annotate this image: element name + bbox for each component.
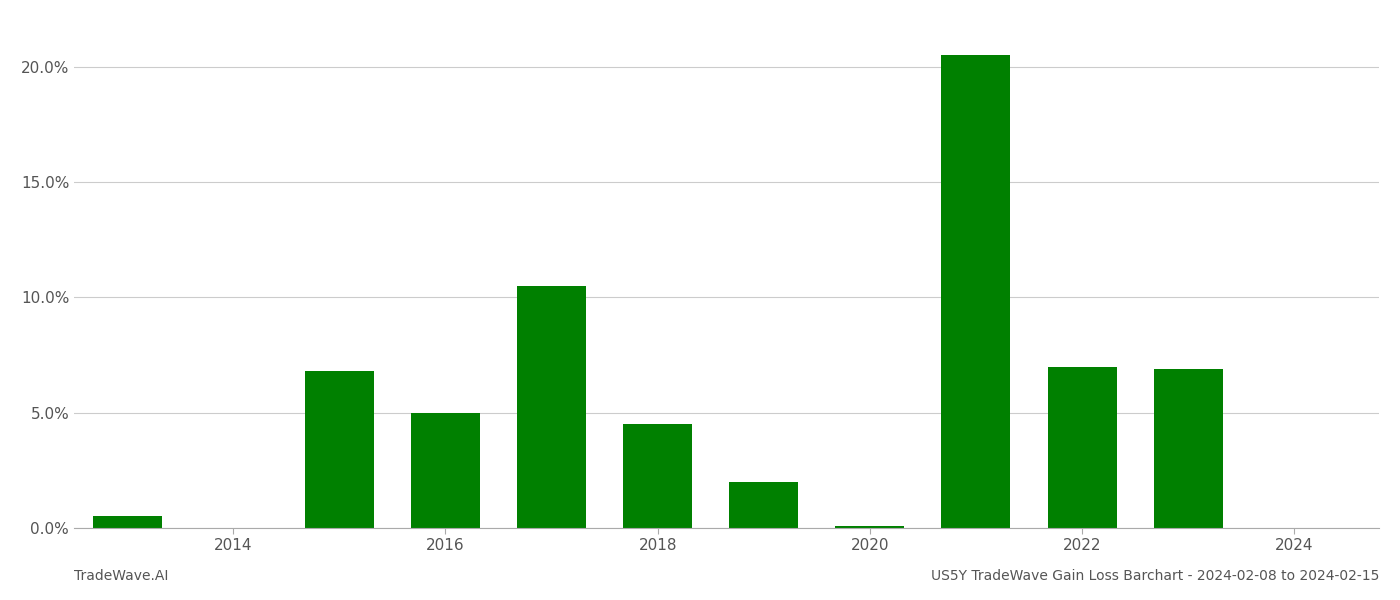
Bar: [305, 371, 374, 528]
Bar: [412, 413, 480, 528]
Bar: [836, 526, 904, 528]
Bar: [1047, 367, 1117, 528]
Bar: [941, 55, 1011, 528]
Text: US5Y TradeWave Gain Loss Barchart - 2024-02-08 to 2024-02-15: US5Y TradeWave Gain Loss Barchart - 2024…: [931, 569, 1379, 583]
Bar: [623, 424, 692, 528]
Bar: [1154, 369, 1222, 528]
Text: TradeWave.AI: TradeWave.AI: [74, 569, 168, 583]
Bar: [729, 482, 798, 528]
Bar: [92, 517, 161, 528]
Bar: [517, 286, 587, 528]
